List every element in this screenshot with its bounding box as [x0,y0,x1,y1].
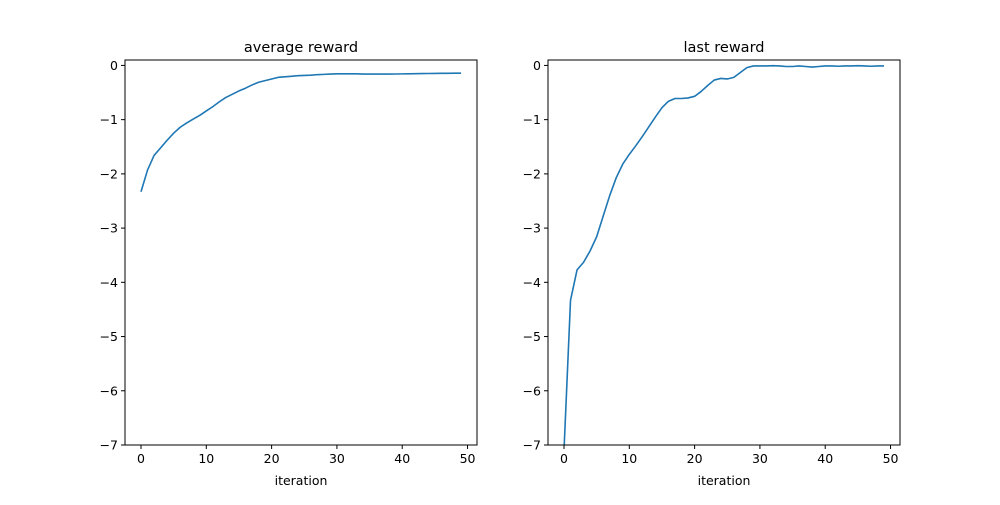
x-tick-label: 10 [621,451,637,466]
x-tick-label: 0 [560,451,568,466]
x-tick-label: 50 [460,451,476,466]
chart-title: last reward [684,40,765,56]
x-tick-label: 50 [883,451,899,466]
y-tick-label: −7 [523,438,541,453]
y-tick-label: −7 [100,438,118,453]
x-tick-label: 40 [817,451,833,466]
x-tick-label: 0 [137,451,145,466]
y-tick-label: −4 [100,275,118,290]
axes-frame [547,59,901,446]
x-tick-label: 30 [752,451,768,466]
series-line [563,64,884,445]
y-tick-label: 0 [110,58,118,73]
series-line [140,72,461,193]
x-axis-label: iteration [275,473,328,488]
x-tick-label: 30 [329,451,345,466]
x-tick-label: 40 [394,451,410,466]
panel-last-reward: last reward iteration 0 10 20 30 40 50 0 −1 −2 −3… [523,40,901,488]
x-tick-label: 20 [264,451,280,466]
x-tick-label: 10 [198,451,214,466]
y-tick-label: −5 [100,329,118,344]
y-tick-label: −4 [523,275,541,290]
y-tick-label: −3 [100,221,118,236]
y-tick-label: −2 [100,166,118,181]
y-tick-label: −1 [523,112,541,127]
y-tick-label: −2 [523,166,541,181]
panel-average-reward: average reward iteration 0 10 20 30 40 50 0 −1 −… [100,40,478,488]
x-axis-label: iteration [698,473,751,488]
y-tick-label: −6 [523,383,541,398]
y-tick-label: −6 [100,383,118,398]
x-tick-label: 20 [687,451,703,466]
y-tick-label: −1 [100,112,118,127]
chart-title: average reward [244,40,358,56]
y-tick-label: −5 [523,329,541,344]
y-tick-label: 0 [533,58,541,73]
y-tick-label: −3 [523,221,541,236]
axes-frame [124,59,478,446]
